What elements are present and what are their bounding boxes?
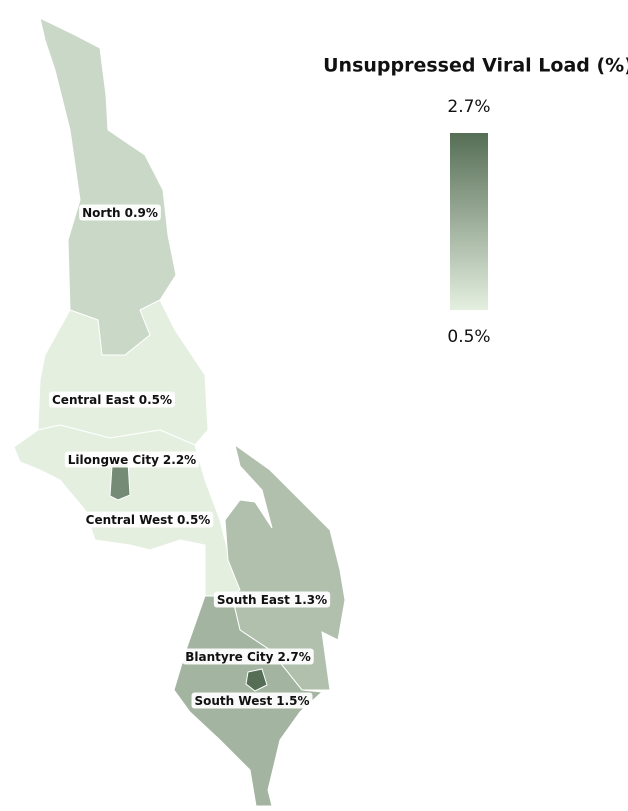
region-name: Central West <box>86 513 174 527</box>
label-background <box>49 391 175 408</box>
region-labels: North 0.9% Central East 0.5% Lilongwe City 2.… <box>49 204 331 709</box>
region-value: 0.5% <box>177 513 210 527</box>
label-text: South West 1.5% <box>195 694 310 708</box>
label-text: South East 1.3% <box>217 593 327 607</box>
region-label: South East 1.3% <box>213 591 331 608</box>
region-label: Central West 0.5% <box>82 511 214 528</box>
region <box>109 461 131 501</box>
label-background <box>64 451 200 468</box>
label-background <box>82 511 214 528</box>
region-label: South West 1.5% <box>191 692 313 709</box>
region-value: 0.9% <box>125 206 158 220</box>
region-label: North 0.9% <box>79 204 161 221</box>
label-text: Central West 0.5% <box>86 513 211 527</box>
label-text: Blantyre City 2.7% <box>185 650 310 664</box>
region-name: South East <box>217 593 290 607</box>
region-name: Blantyre City <box>185 650 273 664</box>
region-value: 0.5% <box>139 393 172 407</box>
legend-color-bar <box>450 133 488 310</box>
region-label: Central East 0.5% <box>49 391 175 408</box>
region <box>245 668 268 692</box>
label-background <box>191 692 313 709</box>
region-name: South West <box>195 694 273 708</box>
region-label: Lilongwe City 2.2% <box>64 451 200 468</box>
legend-title: Unsuppressed Viral Load (%) <box>323 55 628 77</box>
regions <box>13 17 346 807</box>
region-name: Lilongwe City <box>68 453 159 467</box>
region-value: 2.7% <box>277 650 310 664</box>
region <box>37 299 209 446</box>
region-name: North <box>82 206 120 220</box>
label-background <box>182 648 314 665</box>
label-text: Central East 0.5% <box>52 393 172 407</box>
label-background <box>213 591 331 608</box>
region-value: 2.2% <box>163 453 196 467</box>
region-name: Central East <box>52 393 135 407</box>
region-label: Blantyre City 2.7% <box>182 648 314 665</box>
label-text: Lilongwe City 2.2% <box>68 453 196 467</box>
legend-max-label: 2.7% <box>447 97 490 117</box>
label-background <box>79 204 161 221</box>
region <box>13 424 241 597</box>
legend-min-label: 0.5% <box>447 327 490 347</box>
region-value: 1.3% <box>294 593 327 607</box>
label-text: North 0.9% <box>82 206 158 220</box>
region-value: 1.5% <box>276 694 309 708</box>
